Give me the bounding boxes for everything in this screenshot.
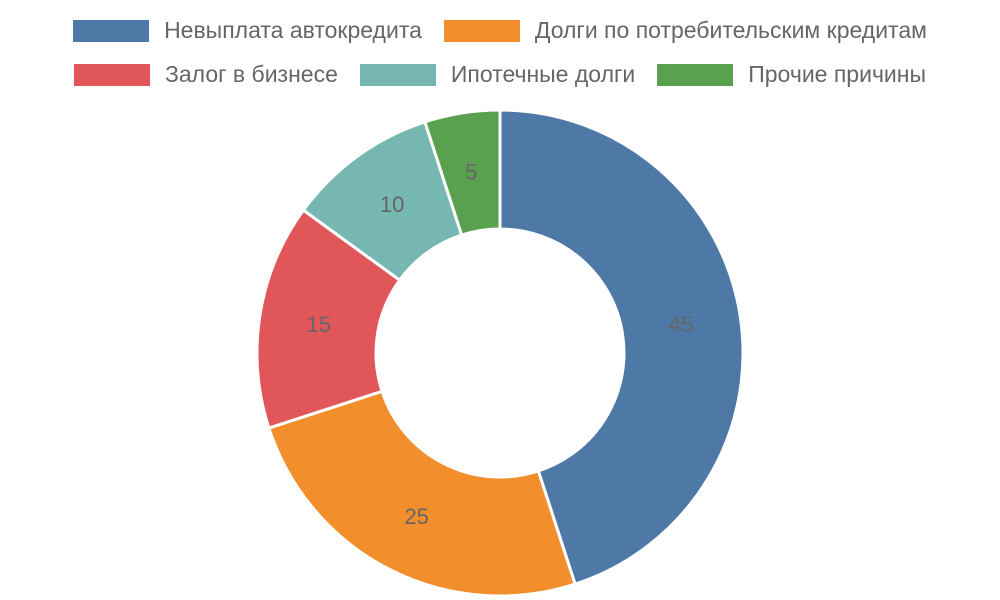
doughnut-data-labels: 45 25 15 10 5	[307, 159, 694, 529]
legend-item-other-reasons[interactable]: Прочие причины	[657, 61, 926, 88]
legend-label-consumer-credit-debt: Долги по потребительским кредитам	[534, 17, 927, 43]
legend-swatch-consumer-credit-debt	[443, 19, 520, 42]
legend-row: Невыплата автокредита Долги по потребите…	[0, 17, 1000, 44]
data-label-mortgage-debt: 10	[380, 192, 404, 217]
legend-row: Залог в бизнесе Ипотечные долги Прочие п…	[0, 61, 1000, 88]
legend-item-auto-loan-default[interactable]: Невыплата автокредита	[73, 17, 422, 44]
data-label-business-collateral: 15	[307, 312, 331, 337]
legend-label-other-reasons: Прочие причины	[748, 61, 927, 87]
data-label-consumer-credit-debt: 25	[404, 504, 428, 529]
legend-swatch-mortgage-debt	[359, 63, 436, 86]
legend-swatch-other-reasons	[657, 63, 734, 86]
slice-business-collateral[interactable]	[255, 208, 402, 430]
slice-consumer-credit-debt[interactable]	[267, 389, 577, 598]
data-label-auto-loan-default: 45	[669, 312, 693, 337]
slice-auto-loan-default[interactable]	[498, 108, 745, 586]
legend-swatch-auto-loan-default	[73, 19, 150, 42]
legend-item-business-collateral[interactable]: Залог в бизнесе	[73, 61, 338, 88]
legend-swatch-business-collateral	[73, 63, 150, 86]
legend-label-business-collateral: Залог в бизнесе	[164, 61, 338, 87]
doughnut-slices	[255, 108, 745, 598]
legend-item-consumer-credit-debt[interactable]: Долги по потребительским кредитам	[443, 17, 927, 44]
legend-item-mortgage-debt[interactable]: Ипотечные долги	[359, 61, 636, 88]
data-label-other-reasons: 5	[465, 159, 477, 184]
legend-label-auto-loan-default: Невыплата автокредита	[164, 17, 422, 43]
legend-label-mortgage-debt: Ипотечные долги	[450, 61, 636, 87]
slice-other-reasons[interactable]	[423, 108, 502, 237]
